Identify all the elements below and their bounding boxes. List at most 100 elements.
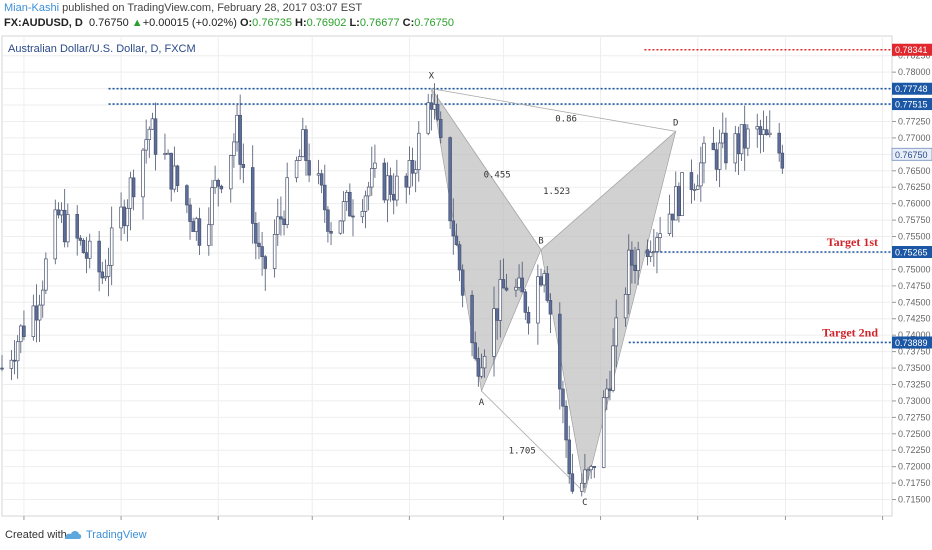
candle-body [583,469,587,484]
time-axis[interactable]: JulAugSepOctNovDec2017FebMarApr [18,516,889,522]
y-tick-label: 0.72500 [898,429,931,439]
candle-body [536,276,540,324]
close-value: 0.76750 [414,17,455,29]
y-tick-label: 0.72000 [898,462,931,472]
y-tick-label: 0.75500 [898,232,931,242]
candle-body [294,160,299,179]
candle-body [746,128,750,149]
candle-body [395,175,399,201]
level-price-label: 0.78341 [895,45,928,55]
candle-body [498,279,503,321]
close-label: C: [402,17,415,29]
candle-body [636,249,640,271]
candle-body [9,359,14,369]
candle-body [739,124,744,155]
candle-body [627,249,631,295]
candle-body [153,118,158,155]
candle-body [373,162,377,169]
candle-body [301,129,305,157]
candle-body [131,177,136,198]
harmonic-pattern[interactable] [431,88,677,494]
candle-body [470,294,474,344]
candle-body [717,142,722,170]
candle-body [655,237,659,252]
candle-body [476,358,481,377]
y-tick-label: 0.74000 [898,330,931,340]
candle-body [501,279,506,289]
symbol-label[interactable]: FX:AUDUSD, D [4,17,83,29]
candle-body [238,114,242,165]
y-tick-label: 0.73250 [898,379,931,389]
candle-body [56,209,61,216]
chart-header: Mian-Kashi published on TradingView.com,… [0,0,932,34]
candle-body [19,325,23,343]
target-label: Target 2nd [822,325,878,339]
level-price-label: 0.77515 [895,100,928,110]
plot-frame [1,35,893,517]
candle-body [407,160,412,188]
y-tick-label: 0.74250 [898,314,931,324]
candle-body [141,149,145,198]
candle-body [482,356,487,369]
y-tick-label: 0.72250 [898,445,931,455]
candle-body [777,132,781,154]
candle-body [714,149,719,170]
pattern-leg [431,88,542,250]
author-link[interactable]: Mian-Kashi [4,2,60,14]
candle-body [702,142,706,164]
candle-body [360,211,365,218]
candle-body [592,466,597,468]
candle-body [370,168,374,188]
target-label: Target 1st [827,235,878,249]
tradingview-link[interactable]: TradingView [86,529,147,541]
pattern-ratio-label: 1.523 [543,187,570,197]
candle-body [623,294,628,319]
candle-body [75,213,79,239]
candle-body [241,164,246,168]
candle-body [586,469,590,472]
candle-body [755,126,759,130]
candle-body [194,218,199,232]
candle-body [31,305,36,338]
candle-body [633,264,637,271]
candle-body [545,273,550,301]
pattern-labels: X A B C D 0.455 0.86 1.523 1.705 [429,72,679,508]
candle-body [780,152,785,169]
candle-body [426,102,430,134]
y-tick-label: 0.74750 [898,281,931,291]
candle-body [100,271,105,279]
y-tick-label: 0.76000 [898,199,931,209]
candle-body [768,132,772,136]
candle-body [216,179,220,187]
pattern-point-label: A [479,398,485,408]
candle-body [62,209,67,243]
candle-body [279,216,283,220]
pattern-point-label: B [538,237,543,247]
candle-body [630,249,634,266]
y-tick-label: 0.76500 [898,166,931,176]
candle-body [363,195,368,212]
published-text: published on TradingView.com, February 2… [59,2,363,14]
candle-body [457,244,462,271]
candle-body [605,388,609,398]
candle-body [548,300,553,315]
pattern-ratio-label: 0.86 [555,114,577,124]
price-chart[interactable]: Target 1st Target 2nd X A B C D 0.455 0.86 1.523… [0,34,932,522]
candle-body [648,252,653,257]
candle-body [601,397,606,468]
candle-body [323,184,327,211]
candle-body [150,118,155,130]
candle-body [479,367,484,377]
candle-body [460,269,465,296]
candle-body [724,132,728,164]
candle-body [391,194,396,201]
candle-body [570,473,575,492]
level-price-label: 0.75265 [895,248,928,258]
candle-body [169,152,173,190]
level-price-badge [892,336,932,349]
candle-body [37,304,42,321]
candle-body [97,240,101,273]
candle-body [207,224,211,246]
price-axis[interactable]: 0.71500 0.71750 0.72000 0.72250 0.72500 0.727… [891,43,932,505]
candle-body [78,237,83,241]
